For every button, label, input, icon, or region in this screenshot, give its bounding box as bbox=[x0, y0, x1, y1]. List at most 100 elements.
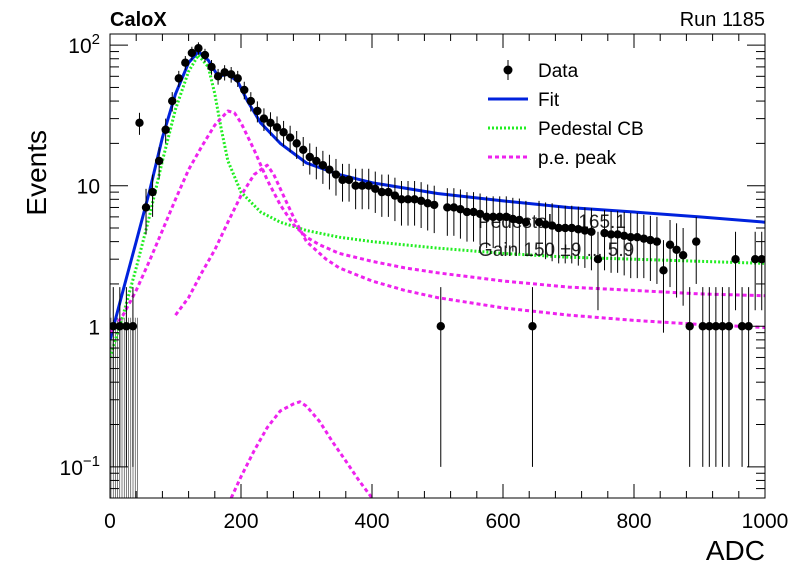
data-point bbox=[449, 188, 459, 236]
data-point bbox=[430, 185, 439, 234]
data-point bbox=[711, 287, 721, 467]
data-point bbox=[750, 231, 760, 311]
fit-parameter-line: Gain 150 ±9 ... 5.9 bbox=[478, 240, 634, 261]
data-point bbox=[456, 189, 465, 239]
data-point bbox=[279, 120, 288, 147]
legend: Data Fit Pedestal CB p.e. peak bbox=[488, 60, 644, 169]
data-point bbox=[397, 180, 406, 226]
series-line-p-e-peak-3 bbox=[229, 400, 374, 498]
data-point bbox=[561, 205, 570, 264]
legend-label: p.e. peak bbox=[538, 148, 617, 169]
legend-entry: Fit bbox=[488, 90, 560, 111]
data-point bbox=[692, 216, 701, 284]
data-point bbox=[731, 231, 740, 311]
data-point bbox=[416, 182, 426, 229]
data-point bbox=[475, 193, 485, 245]
data-point bbox=[698, 287, 707, 467]
data-point bbox=[685, 287, 694, 467]
data-point bbox=[672, 223, 681, 298]
data-point bbox=[521, 200, 531, 256]
data-point bbox=[606, 211, 616, 273]
data-point bbox=[377, 174, 387, 217]
data-point bbox=[705, 287, 714, 467]
y-tick-label: 10 bbox=[77, 176, 100, 199]
data-point bbox=[200, 48, 210, 63]
data-point bbox=[168, 92, 177, 112]
data-point bbox=[541, 202, 550, 260]
y-tick-label: 102 bbox=[68, 31, 100, 58]
run-label: Run 1185 bbox=[680, 9, 765, 31]
data-point bbox=[285, 125, 295, 153]
data-marks bbox=[110, 42, 765, 498]
data-point bbox=[482, 196, 491, 249]
data-point bbox=[443, 188, 452, 236]
x-tick-label: 1000 bbox=[742, 510, 789, 533]
data-point bbox=[436, 287, 445, 467]
x-tick-label: 600 bbox=[485, 510, 520, 533]
data-point bbox=[619, 211, 629, 276]
data-point bbox=[587, 208, 596, 271]
data-point bbox=[633, 212, 642, 279]
data-point bbox=[226, 66, 236, 83]
legend-label: Fit bbox=[538, 90, 560, 111]
data-point bbox=[338, 163, 347, 202]
data-point bbox=[181, 56, 190, 71]
experiment-label: CaloX bbox=[110, 9, 167, 31]
legend-entry: p.e. peak bbox=[488, 148, 617, 169]
data-point bbox=[187, 46, 197, 60]
data-point bbox=[259, 108, 269, 131]
fit-parameter-text: Pedestal ... 165.1 Gain 150 ±9 ... 5.9 bbox=[478, 212, 634, 261]
data-point bbox=[515, 198, 524, 254]
data-point bbox=[207, 59, 216, 75]
data-point bbox=[495, 196, 504, 249]
data-point bbox=[502, 196, 511, 249]
series-line-p-e-peak-1 bbox=[110, 109, 765, 334]
data-point bbox=[488, 196, 498, 249]
x-tick-label: 400 bbox=[354, 510, 389, 533]
x-tick-label: 0 bbox=[104, 510, 116, 533]
data-point bbox=[325, 154, 334, 190]
data-point bbox=[652, 216, 662, 284]
x-axis-label: ADC bbox=[706, 535, 765, 566]
series-line-pedestal-cb bbox=[110, 53, 765, 358]
data-point bbox=[508, 197, 518, 252]
data-point bbox=[659, 240, 668, 333]
data-point bbox=[626, 212, 635, 279]
data-point bbox=[233, 70, 242, 87]
axes: 0 200 400 600 800 1000 10−1 1 10 102 bbox=[60, 31, 789, 533]
data-point bbox=[253, 101, 262, 123]
data-point bbox=[141, 188, 151, 235]
data-point bbox=[266, 112, 275, 136]
data-point bbox=[593, 231, 603, 311]
data-point bbox=[410, 180, 419, 226]
data-point bbox=[240, 81, 249, 100]
data-point bbox=[567, 205, 576, 264]
fit-parameter-line: Pedestal ... 165.1 bbox=[478, 212, 626, 233]
data-point bbox=[678, 228, 688, 306]
plot-frame bbox=[109, 33, 766, 499]
data-point bbox=[534, 200, 544, 256]
y-tick-label: 1 bbox=[88, 316, 100, 339]
data-point bbox=[194, 42, 203, 55]
data-point bbox=[580, 207, 590, 268]
data-point bbox=[613, 211, 622, 273]
data-point bbox=[128, 287, 138, 467]
y-tick-label: 10−1 bbox=[60, 453, 100, 480]
data-point bbox=[737, 287, 747, 467]
data-point bbox=[148, 174, 157, 217]
data-point bbox=[135, 112, 144, 135]
data-point bbox=[462, 192, 472, 242]
data-point bbox=[246, 92, 256, 112]
data-point bbox=[469, 192, 478, 242]
x-tick-label: 800 bbox=[616, 510, 651, 533]
data-point bbox=[646, 215, 655, 281]
data-point bbox=[305, 143, 314, 175]
data-point bbox=[364, 168, 373, 210]
legend-entry: Pedestal CB bbox=[488, 119, 644, 140]
data-point bbox=[220, 65, 229, 81]
data-point bbox=[213, 68, 223, 85]
data-point bbox=[744, 287, 753, 467]
data-point bbox=[724, 287, 734, 467]
data-point bbox=[344, 163, 354, 202]
